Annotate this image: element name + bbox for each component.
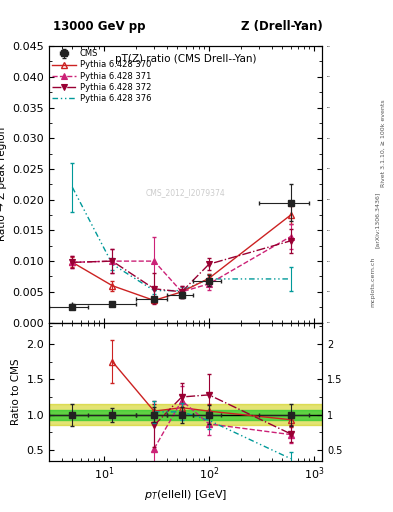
Pythia 6.428 376	[110, 261, 115, 267]
Y-axis label: Ratio → Z peak region: Ratio → Z peak region	[0, 127, 7, 242]
Pythia 6.428 372	[110, 258, 115, 264]
Pythia 6.428 371	[110, 258, 115, 264]
Pythia 6.428 370	[288, 212, 293, 218]
Pythia 6.428 371	[70, 259, 75, 265]
Bar	[49, 410, 322, 420]
Text: [arXiv:1306.3436]: [arXiv:1306.3436]	[375, 192, 380, 248]
Text: Z (Drell-Yan): Z (Drell-Yan)	[241, 20, 322, 33]
Pythia 6.428 371	[288, 233, 293, 240]
Pythia 6.428 372	[207, 261, 211, 267]
Pythia 6.428 372	[288, 238, 293, 244]
X-axis label: $p_T$(ellell) [GeV]: $p_T$(ellell) [GeV]	[144, 488, 227, 502]
Text: Rivet 3.1.10, ≥ 100k events: Rivet 3.1.10, ≥ 100k events	[381, 99, 386, 187]
Line: Pythia 6.428 370: Pythia 6.428 370	[69, 212, 294, 304]
Text: mcplots.cern.ch: mcplots.cern.ch	[370, 257, 375, 307]
Pythia 6.428 370	[70, 259, 75, 265]
Pythia 6.428 372	[70, 259, 75, 265]
Pythia 6.428 372	[152, 286, 156, 292]
Legend: CMS, Pythia 6.428 370, Pythia 6.428 371, Pythia 6.428 372, Pythia 6.428 376: CMS, Pythia 6.428 370, Pythia 6.428 371,…	[51, 49, 152, 103]
Pythia 6.428 370	[152, 297, 156, 304]
Pythia 6.428 371	[207, 281, 211, 287]
Line: Pythia 6.428 371: Pythia 6.428 371	[69, 233, 294, 295]
Text: 13000 GeV pp: 13000 GeV pp	[53, 20, 145, 33]
Line: Pythia 6.428 376: Pythia 6.428 376	[72, 187, 291, 291]
Y-axis label: Ratio to CMS: Ratio to CMS	[11, 358, 21, 425]
Pythia 6.428 372	[179, 289, 184, 295]
Pythia 6.428 370	[207, 275, 211, 282]
Pythia 6.428 376	[207, 276, 211, 282]
Text: CMS_2012_I2079374: CMS_2012_I2079374	[146, 188, 226, 197]
Pythia 6.428 376	[179, 288, 184, 294]
Text: pT(Z) ratio (CMS Drell--Yan): pT(Z) ratio (CMS Drell--Yan)	[115, 54, 257, 65]
Pythia 6.428 370	[179, 289, 184, 295]
Pythia 6.428 376	[152, 288, 156, 294]
Pythia 6.428 371	[179, 289, 184, 295]
Pythia 6.428 371	[152, 258, 156, 264]
Pythia 6.428 376	[70, 184, 75, 190]
Line: Pythia 6.428 372: Pythia 6.428 372	[69, 238, 294, 295]
Pythia 6.428 370	[110, 283, 115, 289]
Pythia 6.428 376	[288, 276, 293, 282]
Bar	[49, 404, 322, 425]
